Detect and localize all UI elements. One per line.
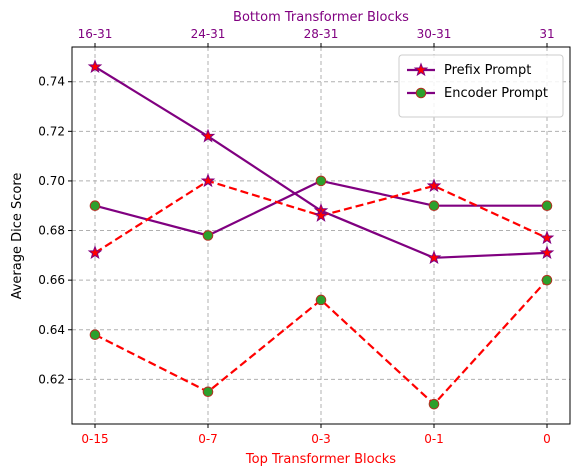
y-tick-label: 0.66: [38, 273, 65, 287]
data-point: [87, 245, 103, 260]
data-point: [426, 250, 442, 264]
data-point: [313, 208, 329, 222]
legend-label: Prefix Prompt: [444, 63, 531, 78]
y-axis-label: Average Dice Score: [10, 173, 25, 300]
series-layer: [87, 59, 555, 410]
bottom-x-tick-label: 0-3: [311, 432, 331, 446]
y-tick-label: 0.64: [38, 323, 65, 337]
legend-label: Encoder Prompt: [444, 86, 548, 101]
legend: Prefix Prompt Encoder Prompt: [398, 54, 564, 118]
bottom-x-tick-label: 0-15: [81, 432, 108, 446]
bottom-x-tick-label: 0: [543, 432, 551, 446]
data-point: [89, 200, 101, 212]
series-1: [89, 175, 553, 241]
y-tick-label: 0.70: [38, 174, 65, 188]
data-point: [200, 128, 216, 143]
data-point: [89, 329, 101, 341]
top-x-tick-label: 24-31: [191, 27, 226, 41]
bottom-x-axis-label: Top Transformer Blocks: [245, 452, 396, 467]
y-tick-label: 0.62: [38, 372, 65, 386]
top-x-axis-label: Bottom Transformer Blocks: [233, 10, 409, 25]
y-tick-label: 0.68: [38, 224, 65, 238]
data-point: [200, 173, 216, 188]
top-x-tick-label: 28-31: [304, 27, 339, 41]
data-point: [315, 175, 327, 187]
top-x-tick-label: 30-31: [417, 27, 452, 41]
data-point: [539, 230, 555, 245]
y-tick-label: 0.72: [38, 124, 65, 138]
series-3: [89, 274, 553, 410]
bottom-x-tick-label: 0-1: [424, 432, 444, 446]
data-point: [428, 398, 440, 410]
legend-marker: [415, 87, 427, 99]
top-x-tick-label: 31: [539, 27, 554, 41]
data-point: [539, 245, 555, 260]
data-point: [541, 200, 553, 212]
data-point: [202, 230, 214, 241]
series-2: [87, 173, 555, 260]
bottom-x-tick-label: 0-7: [198, 432, 218, 446]
data-point: [426, 178, 442, 193]
data-point: [87, 59, 103, 74]
data-point: [315, 294, 327, 306]
legend-box: [398, 54, 564, 118]
data-point: [428, 200, 440, 212]
data-point: [541, 274, 553, 286]
y-tick-label: 0.74: [38, 75, 65, 89]
top-x-tick-label: 16-31: [78, 27, 113, 41]
legend-marker: [413, 62, 429, 77]
data-point: [202, 386, 214, 398]
series-line: [94, 279, 548, 406]
axis-ticks: 0.62 0.64 0.66 0.68 0.70 0.72 0.74 0-15 16-31 0-7…: [38, 27, 554, 446]
